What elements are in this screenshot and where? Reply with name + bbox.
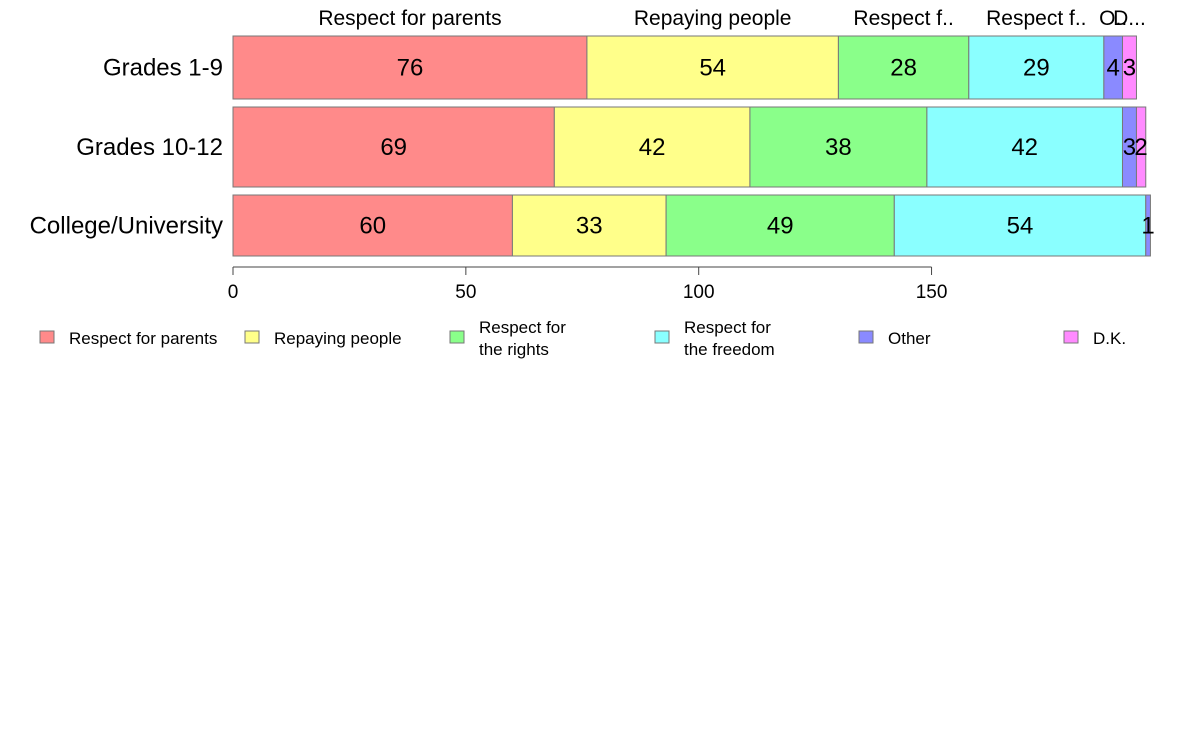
top-series-label: Respect f..: [853, 7, 953, 30]
bar-segment: [1135, 106, 1147, 188]
bar-segment: [232, 106, 555, 188]
value-label: 3: [1123, 134, 1136, 161]
x-tick-label: 50: [455, 282, 476, 303]
category-labels: Grades 1-9 Grades 10-12 College/University: [30, 55, 223, 240]
category-label: Grades 10-12: [76, 134, 223, 161]
legend-label: Respect for parents: [69, 329, 217, 348]
category-label: Grades 1-9: [103, 55, 223, 82]
value-label: 69: [380, 134, 407, 161]
value-label: 49: [767, 213, 794, 240]
bar-segment: [926, 106, 1123, 188]
legend-label: Other: [888, 329, 931, 348]
x-tick-label: 0: [228, 282, 239, 303]
value-label: 38: [825, 134, 852, 161]
value-label: 28: [890, 55, 917, 82]
x-axis: 0 50 100 150: [228, 266, 948, 303]
top-series-label: O..: [1099, 7, 1127, 30]
legend: Respect for parents Repaying people Respec…: [39, 318, 1126, 359]
legend-swatch: [654, 330, 670, 344]
value-label: 4: [1106, 55, 1119, 82]
legend-label: Respect for: [479, 318, 566, 337]
legend-label: the freedom: [684, 340, 775, 359]
x-tick-label: 150: [916, 282, 948, 303]
bar-segment: [1121, 35, 1137, 100]
value-label: 42: [639, 134, 666, 161]
bar-segment: [1145, 194, 1151, 257]
value-label: 1: [1141, 213, 1154, 240]
bar-segment: [665, 194, 895, 257]
category-label: College/University: [30, 213, 223, 240]
top-series-label: Respect f..: [986, 7, 1086, 30]
top-series-label: Repaying people: [634, 7, 792, 30]
legend-swatch: [1063, 330, 1079, 344]
value-label: 42: [1011, 134, 1038, 161]
bar-segment: [893, 194, 1147, 257]
value-label: 2: [1134, 134, 1147, 161]
legend-swatch: [449, 330, 465, 344]
top-series-label: D...: [1113, 7, 1146, 30]
value-label: 76: [397, 55, 424, 82]
legend-label: D.K.: [1093, 329, 1126, 348]
top-series-label: Respect for parents: [318, 7, 501, 30]
bar-segment: [553, 106, 751, 188]
bar-segment: [749, 106, 928, 188]
bar-segment: [511, 194, 667, 257]
legend-swatch: [858, 330, 874, 344]
legend-label: Repaying people: [274, 329, 402, 348]
value-label: 54: [699, 55, 726, 82]
top-series-labels: Respect for parents Repaying people Respec…: [318, 7, 1145, 30]
legend-swatch: [244, 330, 260, 344]
value-label: 29: [1023, 55, 1050, 82]
legend-swatch: [39, 330, 55, 344]
value-label: 3: [1123, 55, 1136, 82]
legend-label: Respect for: [684, 318, 771, 337]
x-tick-label: 100: [683, 282, 715, 303]
bar-segment: [586, 35, 839, 100]
legend-label: the rights: [479, 340, 549, 359]
value-label: 60: [359, 213, 386, 240]
value-label: 33: [576, 213, 603, 240]
value-label: 54: [1007, 213, 1034, 240]
bar-segments: [232, 35, 1151, 257]
